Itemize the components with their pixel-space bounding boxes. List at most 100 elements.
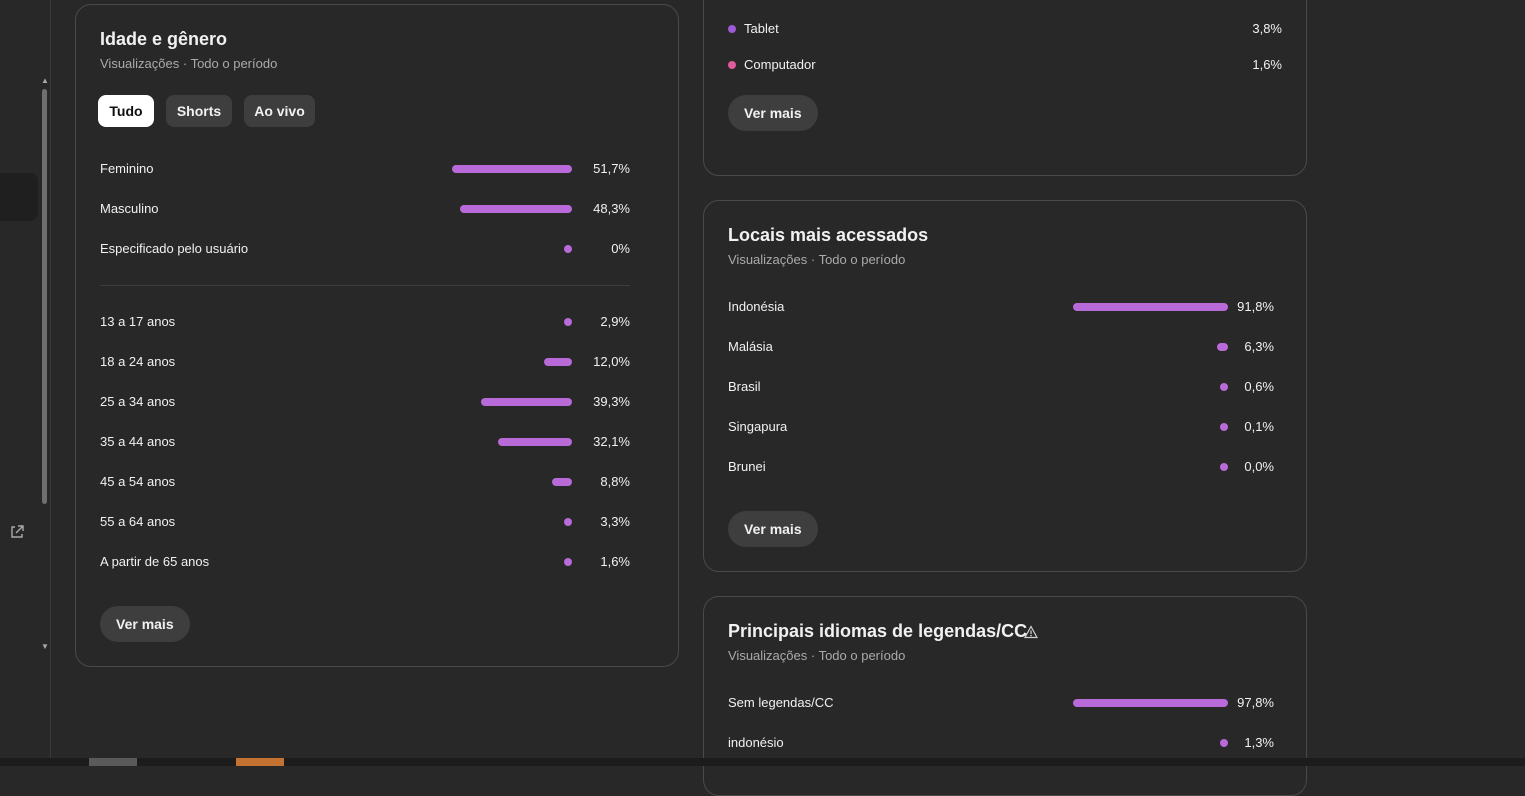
section-divider [100,285,630,286]
row-label: Brunei [728,459,766,474]
percentage-bar [459,205,572,213]
card-subtitle: Visualizações · Todo o período [728,252,906,267]
see-more-button[interactable]: Ver mais [728,95,818,131]
age-gender-card: Idade e gênero Visualizações · Todo o pe… [75,4,679,667]
language-row: Sem legendas/CC 97,8% [728,693,1274,713]
thumbnail[interactable] [236,758,284,766]
row-label: 45 a 54 anos [100,474,176,489]
percentage-bar [544,358,572,366]
locations-card: Locais mais acessados Visualizações · To… [703,200,1307,572]
legend-dot [728,25,736,33]
percentage-bar [497,438,572,446]
location-row: Malásia 6,3% [728,337,1274,357]
row-percentage: 12,0% [593,354,630,369]
external-link-icon[interactable] [9,524,25,540]
row-percentage: 6,3% [1244,339,1274,354]
row-label: 55 a 64 anos [100,514,176,529]
gender-row: Feminino 51,7% [100,159,630,179]
age-row: 45 a 54 anos 8,8% [100,472,630,492]
percentage-bar [1220,463,1228,471]
percentage-bar [551,478,572,486]
row-label: Feminino [100,161,154,176]
row-label: 13 a 17 anos [100,314,176,329]
row-percentage: 0,0% [1244,459,1274,474]
location-row: Singapura 0,1% [728,417,1274,437]
percentage-bar [1217,343,1228,351]
row-label: 18 a 24 anos [100,354,176,369]
age-row: 25 a 34 anos 39,3% [100,392,630,412]
see-more-button[interactable]: Ver mais [100,606,190,642]
card-title: Principais idiomas de legendas/CC [728,621,1028,641]
percentage-bar [564,245,572,253]
row-percentage: 0% [611,241,630,256]
tab-shorts[interactable]: Shorts [166,95,232,127]
row-percentage: 51,7% [593,161,630,176]
row-percentage: 3,8% [1252,21,1282,36]
row-percentage: 91,8% [1237,299,1274,314]
row-label: Sem legendas/CC [728,695,834,710]
device-row: Tablet 3,8% [728,19,1282,39]
scrollbar-thumb[interactable] [42,89,47,504]
nav-item-selected[interactable] [0,173,38,221]
row-label: 35 a 44 anos [100,434,176,449]
percentage-bar [1220,383,1228,391]
row-label: 25 a 34 anos [100,394,176,409]
card-subtitle: Visualizações · Todo o período [100,56,278,71]
row-label: indonésio [728,735,784,750]
row-label: Indonésia [728,299,785,314]
subtitle-languages-card: Principais idiomas de legendas/CC Visual… [703,596,1307,796]
percentage-bar [480,398,572,406]
warning-icon[interactable] [1024,625,1038,639]
card-subtitle: Visualizações · Todo o período [728,648,906,663]
bottom-bar [0,758,1525,766]
row-percentage: 1,6% [1252,57,1282,72]
row-label: Malásia [728,339,773,354]
tab-all[interactable]: Tudo [98,95,154,127]
device-row: Computador 1,6% [728,55,1282,75]
row-percentage: 2,9% [600,314,630,329]
row-percentage: 39,3% [593,394,630,409]
percentage-bar [1220,423,1228,431]
age-row: 18 a 24 anos 12,0% [100,352,630,372]
tab-live[interactable]: Ao vivo [244,95,315,127]
gender-row: Especificado pelo usuário 0% [100,239,630,259]
devices-card: Tablet 3,8% Computador 1,6% Ver mais [703,0,1307,176]
row-label: Singapura [728,419,788,434]
row-percentage: 0,1% [1244,419,1274,434]
scroll-up-arrow-icon[interactable]: ▲ [41,76,49,85]
row-label: Computador [744,57,816,72]
age-row: 13 a 17 anos 2,9% [100,312,630,332]
location-row: Brunei 0,0% [728,457,1274,477]
row-label: Brasil [728,379,761,394]
percentage-bar [564,318,572,326]
card-title: Idade e gênero [100,29,228,49]
percentage-bar [564,558,572,566]
scroll-down-arrow-icon[interactable]: ▼ [41,642,49,651]
row-percentage: 97,8% [1237,695,1274,710]
thumbnail[interactable] [89,758,137,766]
see-more-button[interactable]: Ver mais [728,511,818,547]
language-row: indonésio 1,3% [728,733,1274,753]
legend-dot [728,61,736,69]
location-row: Indonésia 91,8% [728,297,1274,317]
percentage-bar [452,165,572,173]
location-row: Brasil 0,6% [728,377,1274,397]
row-percentage: 0,6% [1244,379,1274,394]
age-row: 35 a 44 anos 32,1% [100,432,630,452]
row-label: Especificado pelo usuário [100,241,249,256]
row-percentage: 48,3% [593,201,630,216]
row-percentage: 1,6% [600,554,630,569]
row-percentage: 32,1% [593,434,630,449]
row-percentage: 3,3% [600,514,630,529]
row-label: Masculino [100,201,159,216]
percentage-bar [564,518,572,526]
age-row: A partir de 65 anos 1,6% [100,552,630,572]
percentage-bar [1220,739,1228,747]
row-percentage: 1,3% [1244,735,1274,750]
gender-row: Masculino 48,3% [100,199,630,219]
percentage-bar [1073,699,1228,707]
row-percentage: 8,8% [600,474,630,489]
age-row: 55 a 64 anos 3,3% [100,512,630,532]
percentage-bar [1072,303,1228,311]
row-label: A partir de 65 anos [100,554,210,569]
